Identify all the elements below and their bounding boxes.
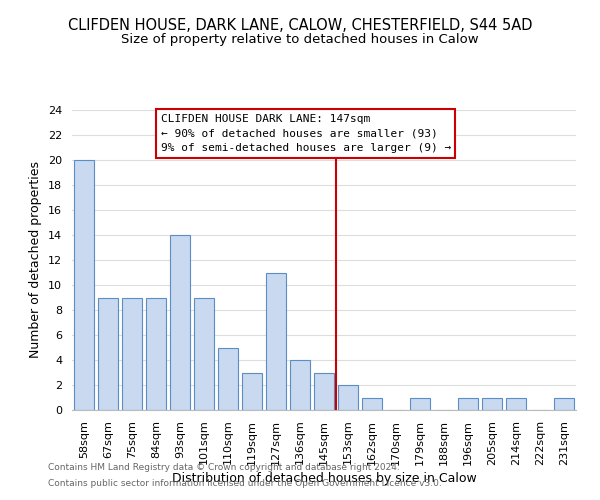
- Bar: [506, 398, 526, 410]
- Bar: [362, 398, 382, 410]
- Y-axis label: Number of detached properties: Number of detached properties: [29, 162, 43, 358]
- Bar: [554, 398, 574, 410]
- Bar: [98, 298, 118, 410]
- Bar: [146, 298, 166, 410]
- Bar: [266, 272, 286, 410]
- Bar: [194, 298, 214, 410]
- Text: Size of property relative to detached houses in Calow: Size of property relative to detached ho…: [121, 32, 479, 46]
- Bar: [314, 372, 334, 410]
- Bar: [170, 235, 190, 410]
- Text: Contains HM Land Registry data © Crown copyright and database right 2024.: Contains HM Land Registry data © Crown c…: [48, 464, 400, 472]
- Text: CLIFDEN HOUSE, DARK LANE, CALOW, CHESTERFIELD, S44 5AD: CLIFDEN HOUSE, DARK LANE, CALOW, CHESTER…: [68, 18, 532, 32]
- Bar: [74, 160, 94, 410]
- Bar: [458, 398, 478, 410]
- Bar: [482, 398, 502, 410]
- Text: Contains public sector information licensed under the Open Government Licence v3: Contains public sector information licen…: [48, 478, 442, 488]
- Text: CLIFDEN HOUSE DARK LANE: 147sqm
← 90% of detached houses are smaller (93)
9% of : CLIFDEN HOUSE DARK LANE: 147sqm ← 90% of…: [161, 114, 451, 154]
- Bar: [410, 398, 430, 410]
- Bar: [338, 385, 358, 410]
- X-axis label: Distribution of detached houses by size in Calow: Distribution of detached houses by size …: [172, 472, 476, 485]
- Bar: [290, 360, 310, 410]
- Bar: [122, 298, 142, 410]
- Bar: [218, 348, 238, 410]
- Bar: [242, 372, 262, 410]
